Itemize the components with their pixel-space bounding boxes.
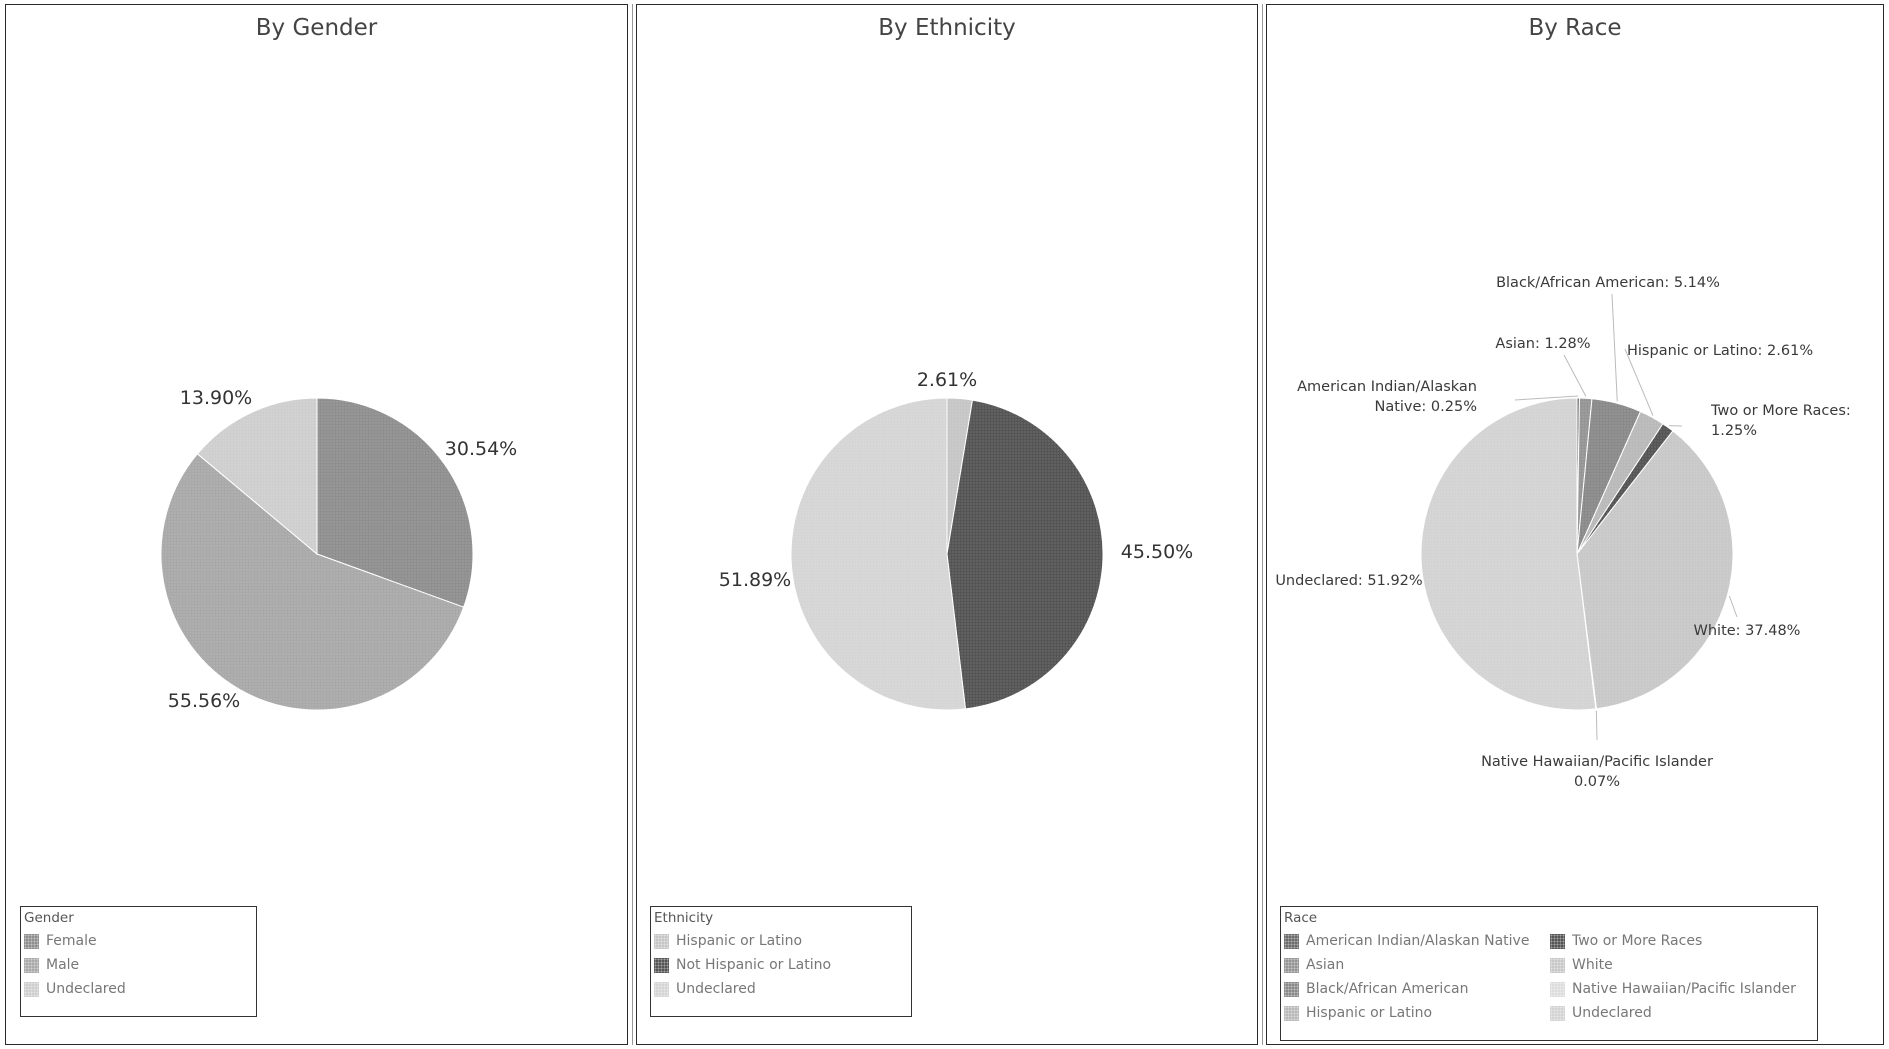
- slice-label-undeclared: 51.89%: [719, 569, 791, 591]
- ethnicity-chart-panel: By Ethnicity 2.61% 45.50% 51.89% Ethnicity…: [636, 4, 1258, 1045]
- race-legend-title: Race: [1284, 910, 1318, 926]
- race-pie-chart: American Indian/Alaskan Native: 0.25% Asia…: [1275, 275, 1851, 790]
- legend-item-american-indian[interactable]: American Indian/Alaskan Native: [1284, 929, 1550, 953]
- legend-item-race-undeclared[interactable]: Undeclared: [1550, 1001, 1796, 1025]
- legend-label-male: Male: [46, 957, 80, 973]
- leader-line-hispanic-or-latino: [1624, 348, 1654, 416]
- legend-label-white: White: [1572, 957, 1613, 973]
- gender-pie-chart: 30.54% 55.56% 13.90%: [160, 387, 517, 712]
- slice-label-two-or-more-races: Two or More Races:: [1710, 403, 1851, 419]
- slice-label-two-or-more-races: 1.25%: [1711, 423, 1757, 439]
- race-chart-panel: By Race American Indian/Alaskan Native: 0…: [1266, 4, 1884, 1045]
- legend-item-ethnicity-undeclared[interactable]: Undeclared: [654, 977, 911, 1001]
- legend-item-race-hispanic[interactable]: Hispanic or Latino: [1284, 1001, 1550, 1025]
- gender-chart-panel: By Gender 30.54% 55.56% 13.90% Gender Fema…: [5, 4, 628, 1045]
- legend-item-hispanic-or-latino[interactable]: Hispanic or Latino: [654, 929, 911, 953]
- slice-label-hispanic-or-latino: Hispanic or Latino: 2.61%: [1627, 343, 1813, 359]
- native-hawaiian-swatch: [1550, 981, 1565, 997]
- legend-label-asian: Asian: [1306, 957, 1345, 973]
- legend-label-female: Female: [46, 933, 97, 949]
- race-legend: Race American Indian/Alaskan Native Asia…: [1280, 906, 1818, 1041]
- legend-item-white[interactable]: White: [1550, 953, 1796, 977]
- legend-item-female[interactable]: Female: [24, 929, 256, 953]
- legend-label-undeclared: Undeclared: [46, 981, 126, 997]
- slice-label-undeclared: 13.90%: [180, 387, 252, 409]
- legend-label-black: Black/African American: [1306, 981, 1469, 997]
- leader-line-american-indian-alaskan-native: [1514, 395, 1579, 401]
- leader-line-black-african-american: [1611, 293, 1618, 402]
- female-swatch: [24, 933, 39, 949]
- slice-label-american-indian-alaskan-native: Native: 0.25%: [1374, 399, 1477, 415]
- leader-line-asian: [1563, 354, 1587, 397]
- pie-slice-white[interactable]: [1576, 430, 1734, 710]
- race-hispanic-swatch: [1284, 1005, 1299, 1021]
- legend-label-race-undeclared: Undeclared: [1572, 1005, 1652, 1021]
- legend-label-race-hispanic: Hispanic or Latino: [1306, 1005, 1433, 1021]
- slice-label-not-hispanic-or-latino: 45.50%: [1121, 541, 1193, 563]
- gender-legend-title: Gender: [24, 910, 74, 926]
- slice-label-hispanic-or-latino: 2.61%: [917, 369, 977, 391]
- pie-slice-undeclared[interactable]: [196, 397, 318, 556]
- legend-item-male[interactable]: Male: [24, 953, 256, 977]
- legend-label-hispanic: Hispanic or Latino: [676, 933, 803, 949]
- pie-slice-undeclared[interactable]: [1420, 397, 1597, 711]
- not-hispanic-swatch: [654, 957, 669, 973]
- ethnicity-legend-title: Ethnicity: [654, 910, 714, 926]
- slice-label-female: 30.54%: [445, 438, 517, 460]
- gender-legend: Gender Female Male Undeclared: [20, 906, 257, 1017]
- legend-item-asian[interactable]: Asian: [1284, 953, 1550, 977]
- black-swatch: [1284, 981, 1299, 997]
- two-or-more-swatch: [1550, 933, 1565, 949]
- slice-label-native-hawaiian-pacific-islander: 0.07%: [1574, 774, 1620, 790]
- race-undeclared-swatch: [1550, 1005, 1565, 1021]
- legend-item-not-hispanic-or-latino[interactable]: Not Hispanic or Latino: [654, 953, 911, 977]
- panel-divider: [632, 4, 633, 1045]
- legend-item-black[interactable]: Black/African American: [1284, 977, 1550, 1001]
- pie-slice-female[interactable]: [316, 397, 474, 608]
- slice-label-black-african-american: Black/African American: 5.14%: [1496, 275, 1720, 291]
- hispanic-swatch: [654, 933, 669, 949]
- ethnicity-chart-title: By Ethnicity: [878, 15, 1016, 41]
- legend-label-native-hawaiian: Native Hawaiian/Pacific Islander: [1572, 981, 1796, 997]
- legend-label-american-indian: American Indian/Alaskan Native: [1306, 933, 1530, 949]
- legend-item-two-or-more[interactable]: Two or More Races: [1550, 929, 1796, 953]
- undeclared-swatch: [24, 981, 39, 997]
- legend-item-undeclared[interactable]: Undeclared: [24, 977, 256, 1001]
- white-swatch: [1550, 957, 1565, 973]
- leader-line-native-hawaiian-pacific-islander: [1595, 710, 1598, 741]
- pie-slice-undeclared[interactable]: [790, 397, 967, 711]
- slice-label-asian: Asian: 1.28%: [1495, 336, 1590, 352]
- ethnicity-pie-chart: 2.61% 45.50% 51.89%: [719, 369, 1193, 711]
- ethnicity-legend: Ethnicity Hispanic or Latino Not Hispani…: [650, 906, 912, 1017]
- slice-label-male: 55.56%: [168, 690, 240, 712]
- legend-label-not-hispanic: Not Hispanic or Latino: [676, 957, 832, 973]
- pie-slice-male[interactable]: [160, 453, 465, 711]
- ethnicity-undeclared-swatch: [654, 981, 669, 997]
- race-chart-title: By Race: [1528, 15, 1622, 41]
- legend-label-two-or-more: Two or More Races: [1572, 933, 1703, 949]
- pie-slice-not-hispanic-or-latino[interactable]: [946, 399, 1104, 710]
- legend-label-ethnicity-undeclared: Undeclared: [676, 981, 756, 997]
- asian-swatch: [1284, 957, 1299, 973]
- gender-chart-title: By Gender: [255, 15, 378, 41]
- pie-slice-black-african-american[interactable]: [1576, 398, 1642, 555]
- legend-item-native-hawaiian[interactable]: Native Hawaiian/Pacific Islander: [1550, 977, 1796, 1001]
- male-swatch: [24, 957, 39, 973]
- panel-divider: [1262, 4, 1263, 1045]
- leader-line-white: [1728, 595, 1738, 618]
- slice-label-american-indian-alaskan-native: American Indian/Alaskan: [1297, 379, 1477, 395]
- slice-label-white: White: 37.48%: [1694, 623, 1801, 639]
- slice-label-undeclared: Undeclared: 51.92%: [1275, 573, 1422, 589]
- slice-label-native-hawaiian-pacific-islander: Native Hawaiian/Pacific Islander: [1481, 754, 1713, 770]
- american-indian-swatch: [1284, 933, 1299, 949]
